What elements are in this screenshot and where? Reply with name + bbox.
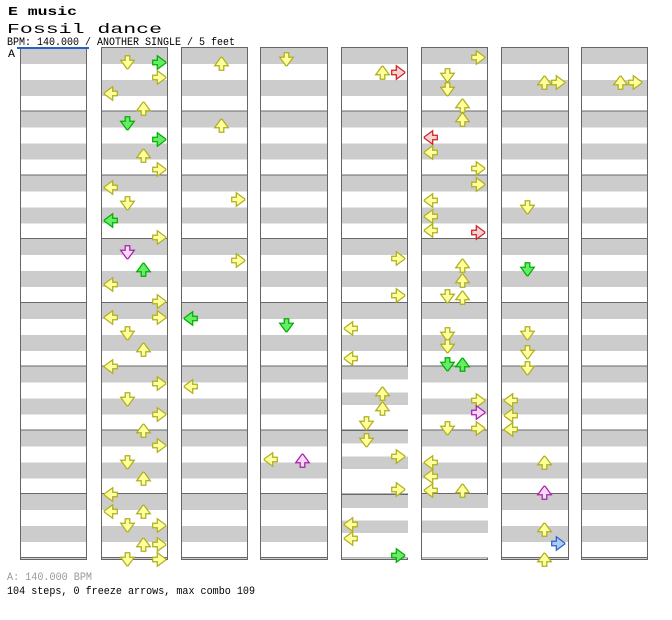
svg-text:Fossil dance: Fossil dance (7, 22, 162, 38)
svg-text:A: 140.000 BPM: A: 140.000 BPM (7, 572, 92, 584)
svg-text:A: A (8, 49, 15, 61)
svg-text:BPM: 140.000 / ANOTHER SINGLE: BPM: 140.000 / ANOTHER SINGLE / 5 feet (7, 37, 235, 49)
svg-text:E music: E music (8, 5, 77, 19)
svg-text:104 steps, 0 freeze arrows, ma: 104 steps, 0 freeze arrows, max combo 10… (7, 586, 255, 598)
